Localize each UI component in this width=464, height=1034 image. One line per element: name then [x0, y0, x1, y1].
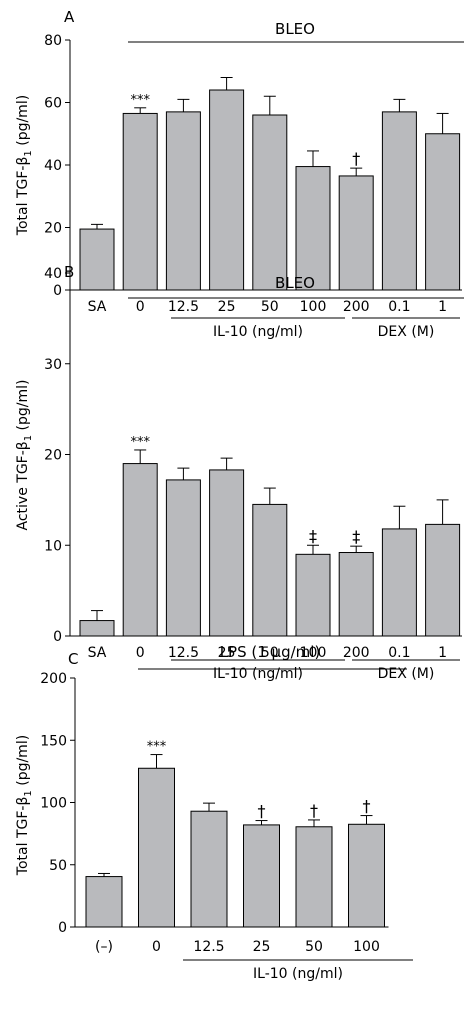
bar: [338, 175, 374, 291]
bar: [252, 503, 288, 637]
y-axis-label: Total TGF-β1 (pg/ml): [15, 95, 34, 236]
x-tick-label: 0: [136, 299, 145, 315]
x-tick-label: 1: [438, 299, 447, 315]
significance-marker: †: [258, 802, 266, 821]
bar: [295, 553, 331, 637]
y-axis-label: Total TGF-β1 (pg/ml): [15, 735, 34, 876]
bar: [243, 824, 280, 928]
significance-marker: †: [363, 797, 371, 816]
y-tick-label: 60: [44, 96, 62, 112]
panel-a-chart: A 0 20 40 60 80 Total TGF-β1 (pg/ml) BLEO SA *** 0…: [15, 8, 464, 340]
y-tick-label: 30: [44, 357, 62, 373]
bar: [381, 528, 417, 637]
x-tick-label: 25: [218, 299, 236, 315]
x-tick-label: 1: [438, 645, 447, 661]
treatment-label: LPS (1 µg/ml): [220, 643, 321, 661]
significance-marker: ***: [130, 93, 150, 108]
x-tick-label: 0.1: [388, 645, 410, 661]
bar: [165, 111, 201, 291]
y-tick-label: 50: [49, 858, 67, 874]
treatment-label: BLEO: [275, 274, 315, 292]
x-tick-label: 50: [261, 645, 279, 661]
bar: [209, 469, 245, 637]
bar: [348, 823, 385, 928]
y-tick-label: 10: [44, 538, 62, 554]
y-tick-label: 40: [44, 266, 62, 282]
significance-marker: ‡: [352, 527, 360, 546]
bar: [381, 111, 417, 291]
group-label: IL-10 (ng/ml): [213, 324, 303, 340]
bar: [79, 228, 115, 291]
bar: [85, 876, 123, 928]
y-tick-label: 0: [53, 283, 62, 299]
x-tick-label: 25: [253, 939, 271, 955]
bar: [122, 463, 158, 637]
bar: [295, 166, 331, 291]
x-tick-label: 200: [343, 645, 370, 661]
treatment-label: BLEO: [275, 20, 315, 38]
bar: [190, 810, 228, 928]
x-tick-label: 200: [343, 299, 370, 315]
y-tick-label: 20: [44, 221, 62, 237]
x-tick-label: 0.1: [388, 299, 410, 315]
y-tick-label: 80: [44, 33, 62, 49]
bar: [165, 479, 201, 637]
x-tick-label: 100: [353, 939, 380, 955]
y-tick-label: 150: [40, 733, 67, 749]
x-tick-label: 50: [305, 939, 323, 955]
group-label: DEX (M): [378, 324, 435, 340]
x-tick-label: 12.5: [168, 299, 199, 315]
panel-label: A: [64, 8, 75, 26]
x-tick-label: SA: [88, 645, 107, 661]
y-axis-label: Active TGF-β1 (pg/ml): [15, 380, 34, 531]
bar: [425, 133, 461, 291]
bar: [209, 89, 245, 291]
bar: [138, 767, 175, 928]
y-tick-label: 0: [58, 920, 67, 936]
bar: [338, 552, 374, 637]
bar: [295, 826, 333, 928]
y-tick-label: 40: [44, 158, 62, 174]
y-tick-label: 200: [40, 671, 67, 687]
x-tick-label: 100: [300, 299, 327, 315]
significance-marker: ‡: [309, 526, 317, 545]
group-label: DEX (M): [378, 666, 435, 682]
y-tick-label: 20: [44, 448, 62, 464]
significance-marker: †: [310, 801, 318, 820]
x-tick-label: 25: [218, 645, 236, 661]
x-tick-label: SA: [88, 299, 107, 315]
significance-marker: ***: [130, 435, 150, 450]
group-label: IL-10 (ng/ml): [213, 666, 303, 682]
bar: [79, 620, 115, 637]
panel-label: C: [68, 650, 78, 668]
x-tick-label: 0: [136, 645, 145, 661]
significance-marker: ***: [147, 740, 167, 755]
x-tick-label: 12.5: [193, 939, 224, 955]
y-tick-label: 100: [40, 796, 67, 812]
bar: [122, 112, 158, 291]
bar: [252, 114, 288, 291]
x-tick-label: 100: [300, 645, 327, 661]
bar: [425, 523, 461, 637]
panel-c-chart: C 0 50 100 150 200 Total TGF-β1 (pg/ml) LPS (1 …: [15, 643, 413, 982]
x-tick-label: (–): [95, 939, 113, 955]
x-tick-label: 0: [152, 939, 161, 955]
x-tick-label: 12.5: [168, 645, 199, 661]
significance-marker: †: [352, 149, 360, 168]
x-tick-label: 50: [261, 299, 279, 315]
panel-label: B: [64, 263, 74, 281]
y-tick-label: 0: [53, 629, 62, 645]
group-label: IL-10 (ng/ml): [253, 966, 343, 982]
